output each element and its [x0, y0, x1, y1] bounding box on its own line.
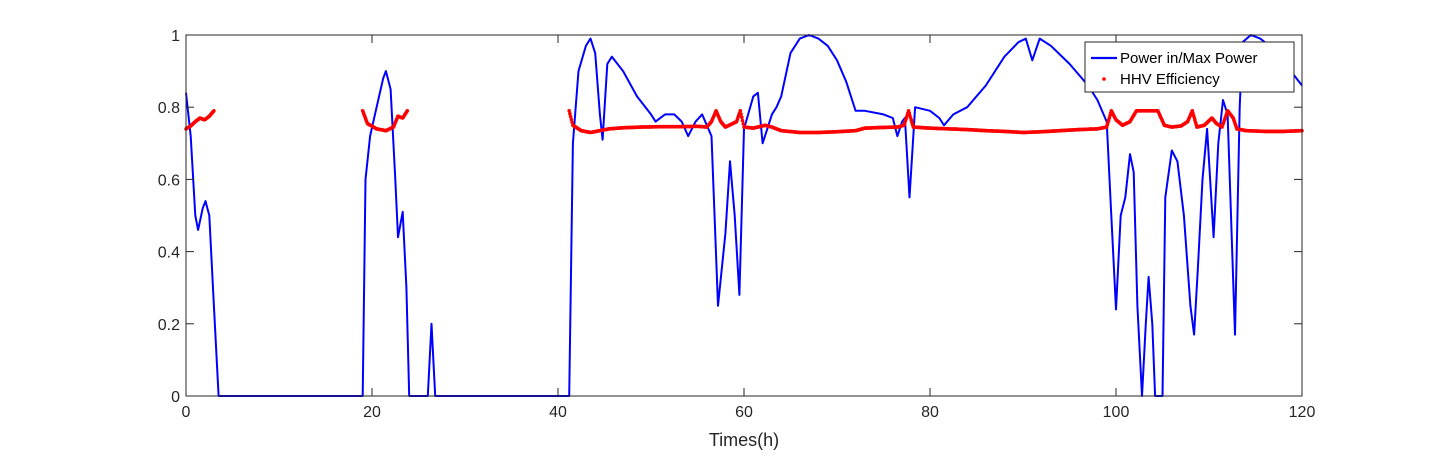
x-tick-label: 20	[363, 404, 381, 421]
x-axis-label: Times(h)	[709, 430, 779, 450]
hhv-point	[738, 109, 743, 113]
hhv-point	[741, 122, 746, 126]
hhv-point	[567, 109, 571, 113]
series-layer	[184, 34, 1304, 397]
y-tick-label: 0.6	[158, 172, 180, 189]
y-tick-label: 1	[171, 28, 180, 45]
plot-background	[186, 35, 1302, 396]
hhv-point	[568, 114, 573, 119]
series-markers-hhv	[184, 109, 1304, 135]
x-tick-label: 0	[182, 404, 191, 421]
x-tick-label: 60	[735, 404, 753, 421]
hhv-point	[739, 112, 743, 116]
x-axis: 0 20 40 60 80 100 120	[182, 35, 1316, 421]
legend-swatch-hhv	[1102, 77, 1106, 81]
hhv-point	[740, 118, 745, 123]
hhv-point	[405, 109, 410, 113]
legend-label-power: Power in/Max Power	[1120, 50, 1258, 67]
x-tick-label: 100	[1103, 404, 1130, 421]
hhv-point	[568, 111, 572, 116]
y-tick-label: 0.8	[158, 100, 180, 117]
x-tick-label: 80	[921, 404, 939, 421]
legend-label-hhv: HHV Efficiency	[1120, 71, 1220, 88]
hhv-point	[570, 120, 574, 125]
y-tick-label: 0	[171, 389, 180, 406]
hhv-point	[212, 109, 216, 113]
x-tick-label: 120	[1289, 404, 1316, 421]
y-tick-label: 0.4	[158, 245, 180, 262]
x-tick-label: 40	[549, 404, 567, 421]
y-tick-label: 0.2	[158, 317, 180, 334]
hhv-point	[569, 117, 574, 122]
legend: Power in/Max Power HHV Efficiency	[1084, 41, 1295, 93]
y-axis: 0 0.2 0.4 0.6 0.8 1	[158, 28, 1302, 406]
legend-box	[1084, 41, 1295, 93]
hhv-point	[740, 115, 744, 120]
